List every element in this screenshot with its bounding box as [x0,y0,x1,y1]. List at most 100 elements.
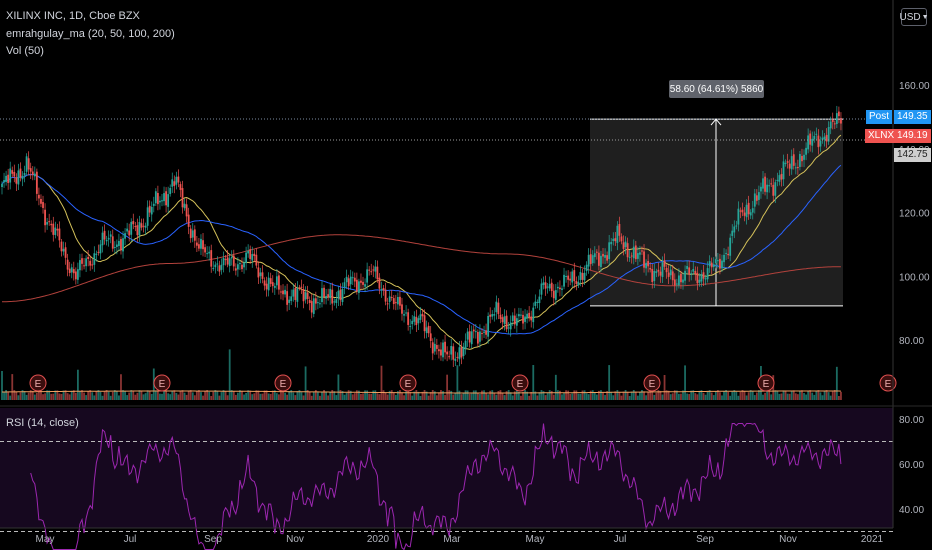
volume-bar [3,391,5,400]
candle-body [694,270,697,274]
time-tick-label: May [36,534,55,545]
candle-body [559,287,561,290]
candle-body [396,297,399,305]
candle-body [762,178,764,189]
candle-body [719,258,721,269]
candle-body [602,253,604,257]
volume-bar [526,391,529,400]
volume-bar [429,392,432,400]
volume-bar [115,391,118,400]
currency-button[interactable]: USD ▼ [899,8,929,26]
candle-body [470,331,473,345]
candle-body [483,331,485,333]
candle-body [686,266,689,269]
candle-body [206,253,209,255]
time-tick-label: Sep [696,534,714,545]
candle-body [716,260,719,262]
candle-body [193,229,196,241]
candle-body [636,253,639,259]
candle-body [837,111,840,117]
volume-bar [581,390,584,400]
candle-body [755,195,758,201]
earnings-marker[interactable]: E [879,374,897,392]
volume-bar [300,392,303,400]
candle-body [444,341,446,353]
candle-body [778,175,781,182]
candle-body [298,287,301,289]
candle-body [682,279,684,283]
candle-body [204,247,206,253]
volume-bar [758,390,760,400]
candle-body [212,268,215,270]
volume-bar [323,390,325,400]
candle-body [702,272,705,279]
volume-bar [739,391,742,400]
volume-bar [360,394,362,400]
candle-body [419,314,422,320]
volume-bar [431,390,434,400]
earnings-marker[interactable]: E [153,374,171,392]
volume-bar [639,392,641,400]
candle-body [144,225,147,228]
volume-bar [214,390,217,400]
rsi-legend[interactable]: RSI (14, close) [6,417,79,429]
volume-bar [731,391,734,400]
earnings-marker[interactable]: E [643,374,661,392]
volume-bar [62,390,65,400]
volume-bar [366,390,369,400]
volume-bar [476,393,479,400]
volume-bar [267,393,270,400]
candle-body [337,290,340,299]
earnings-marker[interactable]: E [757,374,775,392]
earnings-marker[interactable]: E [29,374,47,392]
volume-bar [169,394,172,400]
volume-bar [33,394,36,400]
candle-body [561,288,563,290]
earnings-marker[interactable]: E [274,374,292,392]
candle-body [528,312,531,318]
volume-bar [200,392,202,400]
earnings-marker[interactable]: E [399,374,417,392]
volume-bar [710,392,713,400]
volume-bar [87,391,90,400]
time-tick-label: Mar [443,534,461,545]
candle-body [109,234,112,237]
volume-bar [796,394,799,400]
volume-bar [243,394,245,400]
candle-body [809,133,812,145]
volume-bar [764,392,766,400]
earnings-marker[interactable]: E [511,374,529,392]
volume-bar [680,393,682,400]
candle-body [130,221,133,235]
volume-bar [641,390,643,400]
volume-bar [384,393,387,400]
time-axis: May Jul Sep Nov 2020 Mar May Jul Sep Nov 2021 [36,534,884,545]
volume-bar [154,390,157,400]
candle-body [220,264,223,270]
volume-bar [355,390,358,400]
volume-bar [376,393,379,400]
candle-body [17,170,20,185]
volume-bar [228,349,231,400]
symbol-legend[interactable]: XILINX INC, 1D, Cboe BZX [6,10,140,22]
volume-bar [74,392,77,400]
volume-bar [347,390,350,400]
candle-body [497,302,500,315]
volume-bar [247,390,250,400]
candle-body [786,161,789,163]
candle-body [52,223,55,235]
candle-body [515,318,518,326]
price-tick-label: 120.00 [899,209,930,220]
volume-bar [101,395,104,400]
ma-legend[interactable]: emrahgulay_ma (20, 50, 100, 200) [6,28,175,40]
candle-body [813,135,816,140]
candle-body [292,289,295,297]
ma50-line [1,164,842,335]
volume-bar [663,374,666,400]
candle-body [195,242,198,246]
candle-body [376,266,379,280]
candle-body [335,299,338,304]
candle-body [290,296,293,301]
volume-legend[interactable]: Vol (50) [6,45,44,57]
